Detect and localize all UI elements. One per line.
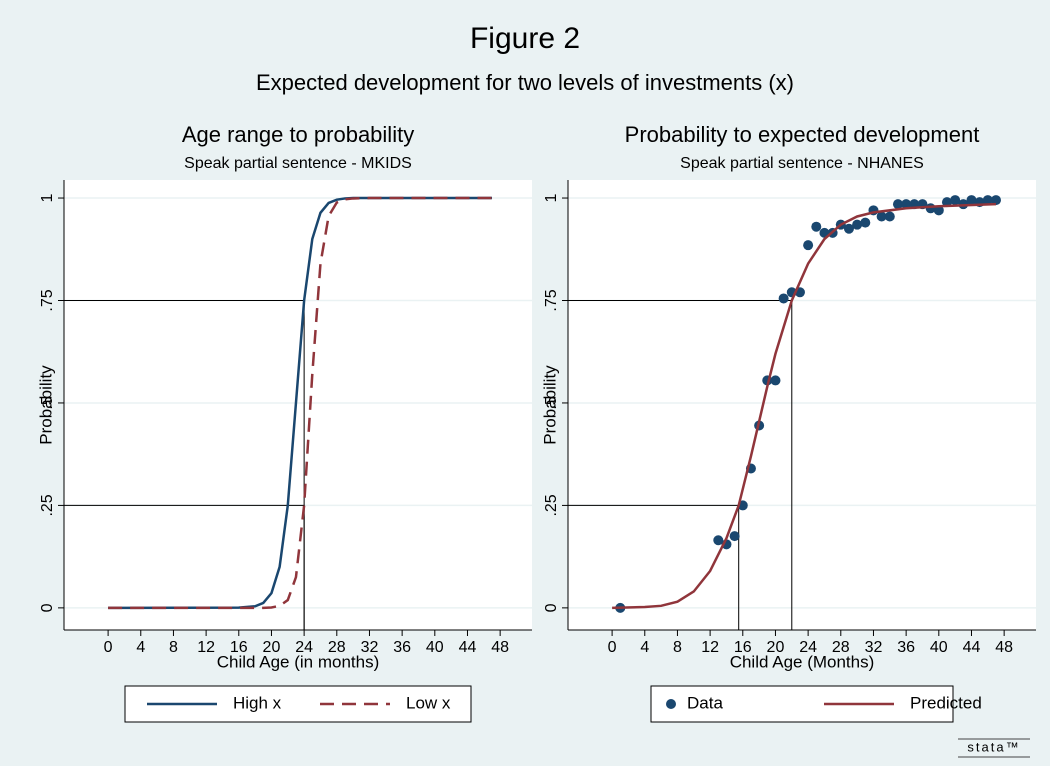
legend-label: Predicted (910, 693, 982, 712)
chart-title: Probability to expected development (625, 122, 980, 147)
y-tick-label: .75 (543, 289, 560, 311)
series-line (612, 202, 997, 610)
data-point (729, 531, 740, 542)
data-point (876, 211, 887, 222)
chart-subtitle: Speak partial sentence - MKIDS (184, 155, 412, 172)
x-tick-label: 16 (230, 639, 248, 656)
x-tick-label: 24 (295, 639, 313, 656)
y-tick-label: 0 (39, 603, 56, 612)
figure-title: Figure 2 (470, 22, 580, 55)
data-point (933, 205, 944, 216)
x-tick-label: 0 (608, 639, 617, 656)
data-point (982, 195, 993, 206)
data-point (843, 223, 854, 234)
x-axis-label: Child Age (Months) (730, 652, 875, 671)
data-point (892, 199, 903, 210)
x-tick-label: 36 (393, 639, 411, 656)
data-point (713, 535, 724, 546)
data-point (852, 219, 863, 230)
data-point (884, 211, 895, 222)
y-tick-label: .5 (39, 396, 56, 409)
data-point (990, 195, 1001, 206)
x-tick-label: 32 (865, 639, 883, 656)
x-tick-label: 48 (995, 639, 1013, 656)
data-point (811, 221, 822, 232)
y-tick-label: .25 (39, 494, 56, 516)
data-point (778, 293, 789, 304)
x-tick-label: 0 (104, 639, 113, 656)
x-tick-label: 44 (963, 639, 981, 656)
x-tick-label: 24 (799, 639, 817, 656)
y-axis-label: Probability (36, 365, 55, 445)
series-line (108, 196, 492, 610)
y-tick-label: 0 (543, 603, 560, 612)
x-tick-label: 28 (328, 639, 346, 656)
x-axis-label: Child Age (in months) (217, 652, 380, 671)
x-tick-label: 4 (640, 639, 649, 656)
x-tick-label: 16 (734, 639, 752, 656)
legend-label: Data (687, 693, 723, 712)
plot-area (568, 180, 1036, 630)
y-tick-label: .5 (543, 396, 560, 409)
y-axis-label: Probability (540, 365, 559, 445)
data-point (860, 217, 871, 228)
y-tick-label: 1 (543, 193, 560, 202)
y-tick-label: .25 (543, 494, 560, 516)
x-tick-label: 48 (491, 639, 509, 656)
legend-box (650, 685, 954, 723)
x-tick-label: 20 (767, 639, 785, 656)
data-point (950, 195, 961, 206)
data-point (966, 195, 977, 206)
data-point (770, 375, 781, 386)
x-tick-label: 8 (169, 639, 178, 656)
x-tick-label: 44 (459, 639, 477, 656)
x-tick-label: 36 (897, 639, 915, 656)
chart-subtitle: Speak partial sentence - NHANES (680, 155, 924, 172)
x-tick-label: 32 (361, 639, 379, 656)
x-tick-label: 40 (426, 639, 444, 656)
y-tick-label: .75 (39, 289, 56, 311)
data-point (803, 240, 814, 251)
x-tick-label: 28 (832, 639, 850, 656)
y-tick-label: 1 (39, 193, 56, 202)
data-point (901, 199, 912, 210)
reference-line (64, 504, 305, 630)
legend-label: High x (233, 693, 282, 712)
x-tick-label: 12 (701, 639, 719, 656)
legend-marker (666, 699, 676, 709)
logo: stata™ (967, 739, 1020, 754)
x-tick-label: 12 (197, 639, 215, 656)
chart-title: Age range to probability (182, 122, 414, 147)
x-tick-label: 4 (136, 639, 145, 656)
figure-subtitle: Expected development for two levels of i… (256, 70, 794, 95)
x-tick-label: 40 (930, 639, 948, 656)
legend-label: Low x (406, 693, 451, 712)
x-tick-label: 8 (673, 639, 682, 656)
x-tick-label: 20 (263, 639, 281, 656)
